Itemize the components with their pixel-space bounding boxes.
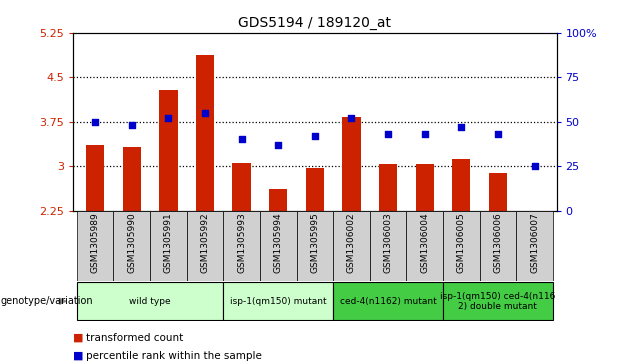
Bar [196,54,214,211]
Text: GSM1305992: GSM1305992 [200,213,209,273]
Bar [333,211,370,281]
Text: isp-1(qm150) mutant: isp-1(qm150) mutant [230,297,326,306]
Bar [150,211,186,281]
Bar [480,211,516,281]
Bar [260,211,296,281]
Point [456,124,466,130]
Text: genotype/variation: genotype/variation [1,296,93,306]
Point [310,133,320,139]
Point [529,163,539,169]
Text: wild type: wild type [129,297,171,306]
Bar [488,173,507,211]
Text: GSM1305994: GSM1305994 [273,213,282,273]
Text: GSM1306004: GSM1306004 [420,213,429,273]
Bar [333,282,443,321]
Bar [452,159,471,211]
Bar [370,211,406,281]
Bar [223,211,260,281]
Point [347,115,357,121]
Bar [86,145,104,211]
Point [420,131,430,137]
Bar [306,168,324,211]
Bar [77,282,223,321]
Bar [186,211,223,281]
Text: GSM1306002: GSM1306002 [347,213,356,273]
Text: GSM1305990: GSM1305990 [127,213,136,273]
Bar [159,90,177,211]
Bar [232,163,251,211]
Text: GSM1305991: GSM1305991 [164,213,173,273]
Text: isp-1(qm150) ced-4(n116
2) double mutant: isp-1(qm150) ced-4(n116 2) double mutant [440,291,556,311]
Bar [77,211,113,281]
Text: GSM1306003: GSM1306003 [384,213,392,273]
Bar [415,164,434,211]
Text: transformed count: transformed count [86,333,183,343]
Text: ■: ■ [73,351,84,361]
Text: GSM1306007: GSM1306007 [530,213,539,273]
Point [493,131,503,137]
Text: ■: ■ [73,333,84,343]
Text: ced-4(n1162) mutant: ced-4(n1162) mutant [340,297,436,306]
Bar [342,118,361,211]
Bar [269,189,287,211]
Point [273,142,283,148]
Text: GSM1305989: GSM1305989 [90,213,100,273]
Point [383,131,393,137]
Bar [223,282,333,321]
Text: GSM1306005: GSM1306005 [457,213,466,273]
Title: GDS5194 / 189120_at: GDS5194 / 189120_at [238,16,391,30]
Point [163,115,174,121]
Text: percentile rank within the sample: percentile rank within the sample [86,351,262,361]
Point [200,110,210,115]
Text: GSM1306006: GSM1306006 [494,213,502,273]
Text: GSM1305995: GSM1305995 [310,213,319,273]
Bar [123,147,141,211]
Bar [379,164,398,211]
Point [237,136,247,142]
Bar [296,211,333,281]
Text: GSM1305993: GSM1305993 [237,213,246,273]
Bar [443,211,480,281]
Point [90,119,100,125]
Point [127,122,137,128]
Bar [113,211,150,281]
Bar [516,211,553,281]
Bar [406,211,443,281]
Bar [443,282,553,321]
